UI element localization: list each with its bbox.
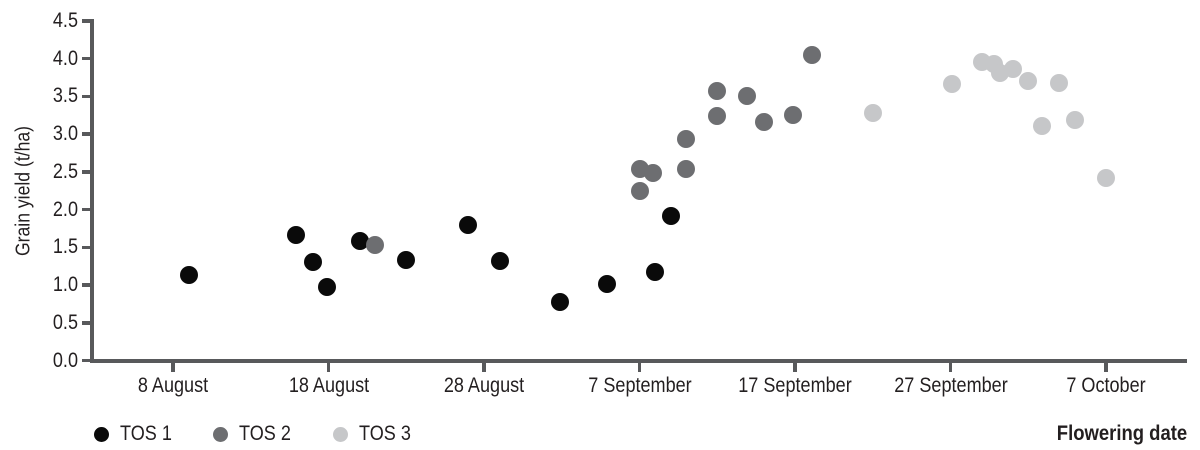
data-point-tos-2: [708, 81, 727, 100]
data-point-tos-2: [366, 235, 385, 254]
x-axis-title: Flowering date: [1056, 422, 1187, 445]
legend-item-tos-2: TOS 2: [213, 421, 299, 447]
data-point-tos-2: [630, 160, 649, 179]
legend-label: TOS 1: [120, 422, 172, 445]
data-point-tos-2: [630, 182, 649, 201]
legend-dot-icon: [94, 426, 109, 442]
data-point-tos-3: [1065, 111, 1084, 130]
data-point-tos-3: [1019, 72, 1038, 91]
data-point-tos-3: [1003, 60, 1022, 79]
data-point-tos-3: [1033, 117, 1052, 136]
legend-item-tos-3: TOS 3: [332, 421, 419, 447]
data-point-tos-2: [737, 87, 756, 106]
legend-label: TOS 3: [358, 422, 411, 445]
data-point-tos-2: [644, 164, 663, 183]
legend-item-tos-1: TOS 1: [94, 421, 180, 447]
y-tick-label: 1.5: [52, 235, 78, 259]
x-axis-tick: [326, 363, 331, 372]
x-tick-label: 7 September: [587, 374, 692, 397]
legend-dot-icon: [213, 426, 229, 442]
y-tick-label: 3.5: [52, 84, 78, 108]
x-axis-spine: [90, 359, 1187, 363]
y-axis-tick: [82, 94, 90, 98]
x-tick-label: 27 September: [893, 374, 1008, 397]
data-point-tos-2: [677, 129, 696, 148]
y-axis-tick: [82, 19, 90, 23]
data-point-tos-1: [597, 275, 616, 294]
data-point-tos-3: [1097, 168, 1115, 187]
y-axis-tick: [82, 56, 90, 61]
y-tick-label: 3.0: [52, 122, 78, 145]
y-axis-tick: [82, 245, 90, 249]
x-axis-tick: [1104, 363, 1108, 372]
data-point-tos-1: [490, 251, 509, 270]
data-point-tos-2: [754, 112, 773, 131]
data-point-tos-1: [551, 292, 570, 311]
data-point-tos-1: [661, 206, 680, 225]
data-point-tos-2: [677, 159, 696, 178]
x-axis-tick: [793, 363, 797, 372]
x-axis-tick: [637, 363, 642, 372]
legend: TOS 1 TOS 2 TOS 3: [94, 421, 452, 447]
data-point-tos-3: [943, 75, 962, 94]
data-point-tos-2: [784, 106, 803, 125]
legend-dot-icon: [332, 426, 348, 442]
y-tick-label: 2.5: [52, 159, 78, 183]
y-tick-label: 0.0: [52, 348, 78, 372]
y-axis-tick: [82, 207, 90, 212]
y-tick-label: 2.0: [52, 197, 78, 221]
y-axis-tick: [82, 283, 90, 287]
y-axis-tick: [82, 358, 90, 363]
y-axis-tick: [82, 321, 90, 325]
x-tick-label: 28 August: [443, 374, 525, 397]
x-axis-tick: [482, 363, 486, 372]
data-point-tos-1: [397, 251, 416, 270]
y-tick-label: 1.0: [52, 273, 78, 296]
data-point-tos-1: [350, 232, 369, 251]
y-axis-spine: [90, 19, 94, 363]
y-tick-label: 4.0: [52, 46, 78, 70]
data-point-tos-1: [286, 226, 305, 245]
data-point-tos-1: [179, 266, 198, 285]
x-tick-label: 7 October: [1066, 374, 1146, 397]
x-tick-label: 18 August: [288, 374, 369, 397]
data-point-tos-1: [459, 215, 478, 234]
data-point-tos-2: [803, 45, 822, 64]
y-axis-tick: [82, 170, 90, 174]
legend-label: TOS 2: [239, 422, 292, 445]
y-axis-tick: [82, 132, 90, 136]
x-axis-tick: [171, 363, 175, 372]
data-point-tos-1: [646, 263, 665, 282]
x-tick-label: 8 August: [137, 374, 209, 397]
data-point-tos-3: [863, 103, 882, 122]
data-point-tos-2: [708, 106, 727, 125]
data-point-tos-1: [317, 278, 336, 297]
data-point-tos-1: [303, 253, 322, 272]
x-tick-label: 17 September: [738, 374, 852, 397]
x-axis-tick: [948, 363, 953, 372]
y-tick-label: 4.5: [52, 8, 78, 32]
y-tick-label: 0.5: [52, 310, 78, 334]
data-point-tos-3: [1050, 73, 1069, 92]
